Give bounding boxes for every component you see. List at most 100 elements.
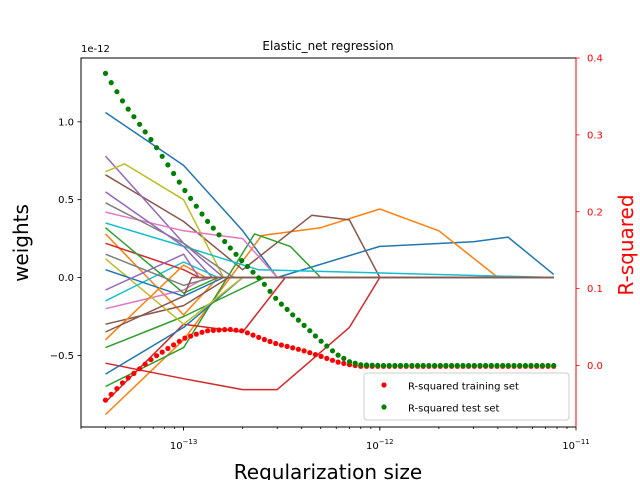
- y-tick-label: −0.5: [50, 351, 74, 362]
- test-point: [295, 317, 301, 323]
- test-point: [466, 362, 472, 369]
- training-point: [210, 327, 216, 333]
- test-point: [483, 362, 489, 369]
- x-tick-label: 10−12: [366, 438, 394, 452]
- test-point: [329, 348, 336, 354]
- test-point: [392, 362, 398, 369]
- y-axis-title: weights: [9, 204, 33, 282]
- training-point: [312, 352, 318, 358]
- test-point: [301, 322, 307, 328]
- test-point: [244, 263, 250, 270]
- weight-path-line: [105, 268, 554, 297]
- test-point: [426, 362, 432, 369]
- test-point: [114, 89, 120, 95]
- test-point: [539, 362, 546, 369]
- training-point: [193, 331, 199, 337]
- training-point: [284, 343, 290, 349]
- test-point: [324, 343, 330, 349]
- test-point: [131, 114, 137, 120]
- test-point: [432, 362, 438, 369]
- weight-path-line: [105, 111, 555, 279]
- test-point: [239, 258, 245, 264]
- test-point: [188, 195, 194, 201]
- right-y-tick-label: 0.4: [587, 54, 603, 65]
- x-tick-label: 10−11: [562, 438, 590, 452]
- training-point: [154, 353, 160, 359]
- training-point: [205, 328, 211, 334]
- test-point: [352, 360, 358, 366]
- right-y-axis-title: R-squared: [614, 194, 638, 295]
- test-point: [375, 362, 381, 368]
- test-point: [267, 288, 273, 294]
- training-point: [142, 361, 148, 367]
- training-point: [329, 357, 336, 363]
- training-point: [159, 349, 165, 355]
- test-point: [500, 362, 506, 369]
- training-point: [148, 357, 154, 363]
- training-point: [250, 332, 256, 338]
- test-point: [216, 232, 222, 238]
- test-point: [125, 106, 131, 112]
- chart-title: Elastic_net regression: [262, 39, 393, 53]
- training-point: [335, 359, 341, 365]
- test-point: [318, 338, 324, 344]
- test-point: [380, 362, 387, 369]
- test-point: [148, 136, 154, 143]
- training-point: [301, 348, 307, 354]
- test-point: [182, 187, 188, 194]
- test-point: [403, 362, 409, 369]
- training-point: [256, 334, 262, 340]
- training-point: [131, 370, 137, 376]
- test-point: [534, 362, 540, 369]
- test-point: [261, 281, 267, 287]
- test-point: [454, 362, 460, 369]
- test-point: [443, 362, 449, 369]
- legend-label-training: R-squared training set: [408, 382, 519, 393]
- x-axis-title: Regularization size: [234, 460, 422, 480]
- training-point: [233, 327, 239, 333]
- test-point: [477, 362, 483, 369]
- test-point: [420, 362, 426, 369]
- training-point: [318, 353, 324, 359]
- test-point: [341, 355, 347, 361]
- test-point: [511, 362, 517, 369]
- test-point: [193, 203, 199, 209]
- training-point: [108, 391, 114, 397]
- legend-marker-test: [381, 404, 387, 410]
- training-point: [182, 335, 188, 341]
- test-point: [250, 269, 256, 275]
- right-y-tick-label: 0.1: [587, 284, 603, 295]
- legend: R-squared training set R-squared test se…: [363, 372, 570, 421]
- test-point: [284, 306, 290, 312]
- weight-path-line: [105, 222, 554, 279]
- training-point: [114, 386, 120, 392]
- test-point: [437, 362, 443, 369]
- y-tick-label: 0.0: [58, 273, 74, 284]
- weight-path-line: [105, 276, 554, 333]
- training-point: [261, 336, 267, 343]
- test-point: [273, 295, 279, 301]
- training-point: [165, 345, 171, 352]
- test-point: [307, 328, 313, 334]
- training-point: [119, 380, 126, 386]
- test-point: [551, 362, 557, 369]
- y-offset-label: 1e-12: [81, 44, 110, 55]
- test-point: [205, 218, 211, 224]
- right-y-tick-label: 0.0: [587, 361, 603, 372]
- weight-path-line: [105, 276, 554, 349]
- test-point: [494, 362, 500, 369]
- test-point: [210, 225, 216, 231]
- legend-label-test: R-squared test set: [408, 404, 499, 415]
- test-point: [409, 362, 415, 369]
- training-point: [278, 342, 284, 348]
- test-point: [505, 362, 511, 369]
- test-point: [369, 362, 375, 368]
- weight-path-line: [105, 242, 554, 279]
- training-point: [307, 350, 313, 356]
- training-point: [137, 366, 143, 372]
- test-point: [386, 362, 392, 369]
- test-point: [154, 145, 160, 151]
- test-point: [176, 179, 182, 185]
- test-point: [171, 170, 177, 177]
